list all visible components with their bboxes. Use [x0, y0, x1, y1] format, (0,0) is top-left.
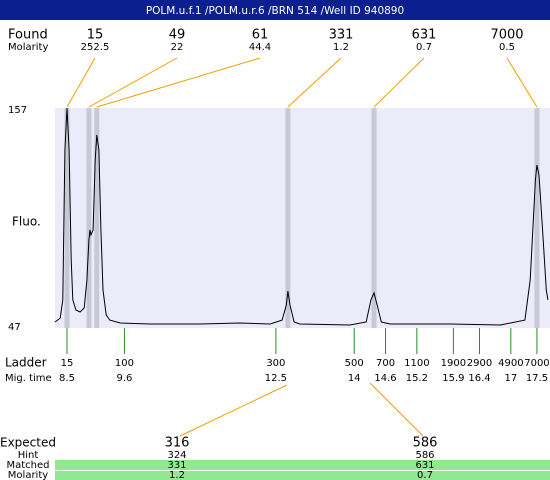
found-molarity: 0.7: [416, 42, 432, 53]
found-label: Found: [8, 28, 48, 43]
title: POLM.u.f.1 /POLM.u.r.6 /BRN 514 /Well ID…: [146, 5, 404, 17]
found-size: 7000: [490, 28, 523, 43]
mig-time-label: Mig. time: [5, 373, 52, 384]
peak-connector: [287, 57, 342, 108]
row-label: Molarity: [8, 470, 48, 480]
cell: 1.2: [169, 470, 185, 480]
ladder-size: 1900: [441, 358, 466, 369]
peak-band: [534, 108, 540, 328]
ladder-size: 7000: [524, 358, 549, 369]
row-label: Hint: [18, 450, 39, 461]
cell: 586: [413, 436, 438, 451]
found-molarity: 1.2: [333, 42, 349, 53]
peak-band: [64, 108, 70, 328]
ladder-time: 12.5: [265, 373, 287, 384]
found-size: 631: [412, 28, 437, 43]
cell: 316: [165, 436, 190, 451]
ladder-size: 1100: [404, 358, 429, 369]
ladder-time: 14.6: [374, 373, 396, 384]
row-label: Matched: [6, 460, 49, 471]
peak-band: [86, 108, 92, 328]
found-size: 15: [87, 28, 104, 43]
ladder-size: 100: [115, 358, 134, 369]
found-size: 331: [329, 28, 354, 43]
ladder-time: 8.5: [59, 373, 75, 384]
cell: 631: [415, 460, 434, 471]
connector: [369, 382, 424, 437]
connector: [179, 384, 288, 437]
ladder-time: 17: [504, 373, 517, 384]
peak-band: [94, 108, 100, 328]
title-bar: [0, 0, 550, 20]
found-molarity: 0.5: [499, 42, 515, 53]
ladder-size: 2900: [467, 358, 492, 369]
trace: [54, 107, 549, 326]
cell: 586: [415, 450, 434, 461]
matched-bg: [55, 460, 550, 470]
ladder-time: 17.5: [526, 373, 548, 384]
ladder-size: 700: [376, 358, 395, 369]
peak-connector: [88, 57, 178, 108]
ladder-time: 15.9: [442, 373, 464, 384]
cell: 324: [167, 450, 186, 461]
peak-band: [371, 108, 377, 328]
found-molarity: 44.4: [249, 42, 271, 53]
peak-connector: [506, 57, 538, 108]
molarity-label: Molarity: [8, 42, 48, 53]
cell: 0.7: [417, 470, 433, 480]
ladder-size: 500: [345, 358, 364, 369]
molarity-bg: [55, 471, 550, 480]
y-tick-label: 47: [8, 322, 21, 333]
found-molarity: 22: [171, 42, 184, 53]
found-molarity: 252.5: [81, 42, 110, 53]
ladder-size: 4900: [498, 358, 523, 369]
y-label: Fluo.: [12, 215, 41, 229]
peak-connector: [373, 57, 425, 108]
row-label: Expected: [0, 436, 56, 450]
cell: 331: [167, 460, 186, 471]
peak-connector: [66, 57, 96, 108]
ladder-time: 9.6: [116, 373, 132, 384]
found-size: 49: [169, 28, 186, 43]
ladder-time: 15.2: [406, 373, 428, 384]
ladder-size: 15: [61, 358, 74, 369]
peak-band: [285, 108, 291, 328]
peak-connector: [96, 57, 261, 108]
ladder-time: 16.4: [468, 373, 490, 384]
ladder-label: Ladder: [5, 356, 47, 370]
y-tick-label: 157: [8, 105, 27, 116]
ladder-time: 14: [348, 373, 361, 384]
found-size: 61: [252, 28, 269, 43]
plot-area: [55, 108, 550, 328]
ladder-size: 300: [266, 358, 285, 369]
